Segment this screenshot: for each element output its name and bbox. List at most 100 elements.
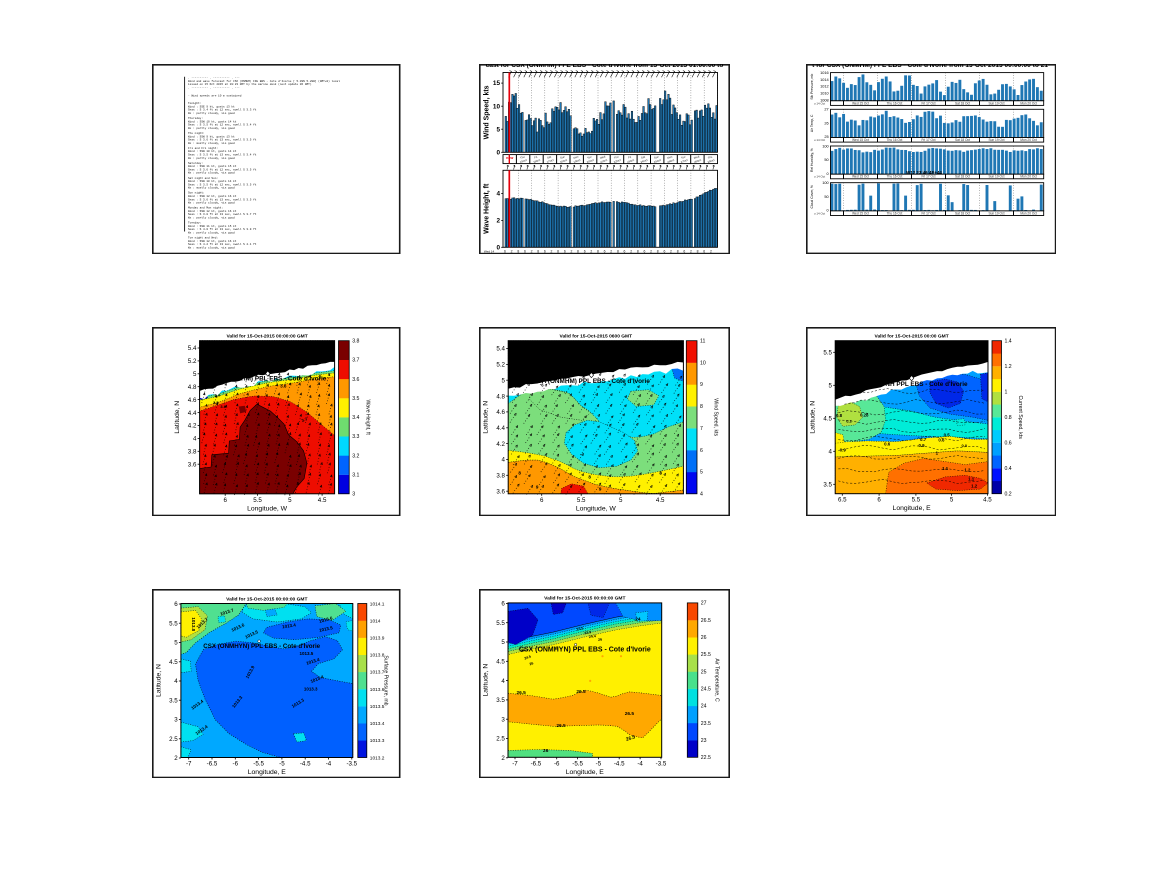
svg-text:Thursday:: Thursday: — [188, 116, 203, 120]
svg-text:Saturday:: Saturday: — [188, 161, 203, 165]
svg-text:Thu night:: Thu night: — [188, 131, 205, 135]
svg-text:3.5: 3.5 — [352, 396, 359, 402]
svg-text:6: 6 — [501, 601, 505, 608]
svg-text:8: 8 — [616, 250, 618, 254]
svg-text:Sat 18 Oct: Sat 18 Oct — [955, 175, 970, 179]
svg-text:Seas : S 3.8 ft at 13 sec,: Seas : S 3.8 ft at 13 sec, swell S 3.7 f… — [188, 212, 257, 216]
svg-text:Wind : SSW 9 kt, gusts 13: Wind : SSW 9 kt, gusts 13 kt — [188, 134, 235, 138]
svg-text:Tue night and Wed:: Tue night and Wed: — [188, 235, 218, 239]
svg-text:Fri: Fri — [627, 155, 632, 160]
svg-text:-6: -6 — [553, 760, 559, 767]
svg-text:Wind : SSW 12 kt, gusts 16: Wind : SSW 12 kt, gusts 16 kt — [188, 194, 237, 198]
svg-text:Latitude, N: Latitude, N — [155, 664, 162, 697]
svg-text:Wx : mostly cloudy, vis g: Wx : mostly cloudy, vis good — [188, 245, 235, 249]
svg-text:Seas : S 3.6 ft at 12 sec,: Seas : S 3.6 ft at 12 sec, swell S 3.5 f… — [188, 167, 257, 171]
svg-text:1010: 1010 — [820, 91, 829, 96]
svg-text:6: 6 — [174, 601, 178, 608]
svg-text:4: 4 — [829, 448, 833, 455]
svg-text:Wx : partly cloudy, vis g: Wx : partly cloudy, vis good — [188, 156, 235, 160]
svg-text:Seas : S 3.6 ft at 13 sec,: Seas : S 3.6 ft at 13 sec, swell S 3.5 f… — [188, 197, 257, 201]
svg-text:issued on 15 Oct 2015 at 01:23: issued on 15 Oct 2015 at 01:23 GMT by th… — [188, 82, 312, 86]
svg-text:4.2: 4.2 — [496, 441, 505, 448]
svg-text:3.8: 3.8 — [188, 448, 197, 455]
svg-text:4.4: 4.4 — [188, 410, 197, 417]
svg-text:8: 8 — [577, 250, 579, 254]
svg-text:26.5: 26.5 — [556, 723, 566, 729]
svg-text:5.5: 5.5 — [169, 620, 178, 627]
svg-text:5: 5 — [618, 497, 622, 504]
svg-text:-4: -4 — [326, 760, 332, 767]
svg-text:8: 8 — [659, 471, 662, 476]
svg-text:1013.7: 1013.7 — [220, 607, 235, 616]
svg-text:6: 6 — [643, 250, 645, 254]
svg-text:4.5: 4.5 — [169, 659, 178, 666]
svg-text:4.5: 4.5 — [655, 497, 664, 504]
svg-text:0: 0 — [827, 208, 829, 213]
svg-text:(ONHYNH PPL EBS - Cote d'Ivori: (ONHYNH PPL EBS - Cote d'Ivorie — [865, 381, 968, 388]
svg-text:25Oct: 25Oct — [653, 158, 661, 164]
svg-text:5: 5 — [193, 371, 197, 378]
svg-text:Latitude, N: Latitude, N — [482, 401, 489, 434]
svg-text:Wind : SSW 11 kt, gusts 15: Wind : SSW 11 kt, gusts 15 kt — [188, 224, 237, 228]
svg-text:Wed 15 Oct: Wed 15 Oct — [852, 211, 869, 215]
svg-text:8: 8 — [537, 250, 539, 254]
svg-text:Air Temperature, C: Air Temperature, C — [713, 658, 719, 702]
svg-text:0.28: 0.28 — [860, 412, 869, 417]
svg-text:Wind Speed, kts: Wind Speed, kts — [712, 398, 718, 436]
svg-text:8: 8 — [517, 250, 519, 254]
svg-text:28Oct: 28Oct — [693, 158, 701, 164]
svg-text:Rel Humidity, %: Rel Humidity, % — [810, 148, 814, 172]
svg-text:Seas : S 3.5 ft at 12 sec,: Seas : S 3.5 ft at 12 sec, swell S 3.5 f… — [188, 182, 257, 186]
svg-text:2: 2 — [174, 755, 178, 762]
svg-text:5: 5 — [501, 639, 505, 646]
svg-text:5: 5 — [699, 470, 702, 476]
svg-text:16Oct: 16Oct — [532, 158, 540, 164]
svg-text:Thu 16 Oct: Thu 16 Oct — [887, 101, 903, 105]
svg-text:3.6: 3.6 — [188, 461, 197, 468]
svg-text:5: 5 — [496, 126, 500, 133]
svg-text:3: 3 — [174, 717, 178, 724]
svg-text:25: 25 — [700, 669, 706, 675]
svg-text:24.5: 24.5 — [700, 686, 710, 692]
svg-text:Fri and Fri night:: Fri and Fri night: — [188, 146, 218, 150]
svg-text:Sun 19 Oct: Sun 19 Oct — [989, 175, 1005, 179]
svg-text:26: 26 — [528, 661, 533, 666]
svg-text:Mon 20 Oct: Mon 20 Oct — [1020, 138, 1037, 142]
svg-text:8: 8 — [636, 250, 638, 254]
svg-text:0.5: 0.5 — [944, 432, 951, 437]
svg-text:1013.3: 1013.3 — [304, 686, 318, 691]
svg-text:20Oct: 20Oct — [586, 158, 594, 164]
svg-text:4.4: 4.4 — [496, 425, 505, 432]
svg-text:Tuesday:: Tuesday: — [188, 221, 201, 225]
svg-text:1013.3: 1013.3 — [291, 697, 306, 709]
svg-text:Longitude, W: Longitude, W — [247, 505, 288, 512]
svg-text:1014: 1014 — [370, 618, 381, 624]
svg-text:26.5: 26.5 — [700, 618, 710, 624]
svg-text:Valid for 15-Oct-2015 0600 GMT: Valid for 15-Oct-2015 0600 GMT — [559, 333, 632, 339]
svg-text:6: 6 — [663, 250, 665, 254]
svg-text:Seas : S 4.2 ft at 13 sec,: Seas : S 4.2 ft at 13 sec, swell S 4.1 f… — [188, 242, 257, 246]
svg-text:4: 4 — [193, 436, 197, 443]
svg-text:0: 0 — [496, 244, 500, 251]
svg-text:Wave Height, ft: Wave Height, ft — [483, 183, 490, 234]
svg-text:1.2: 1.2 — [964, 467, 971, 472]
svg-text:8: 8 — [699, 404, 702, 410]
svg-text:Seas : S 3.4 ft at 12 sec,: Seas : S 3.4 ft at 12 sec, swell S 3.3 f… — [188, 108, 257, 112]
svg-text:Wx : mostly cloudy, vis g: Wx : mostly cloudy, vis good — [188, 141, 235, 145]
svg-text:1.2: 1.2 — [971, 484, 978, 489]
svg-text:1013.5: 1013.5 — [244, 629, 259, 640]
svg-text:Seas : S 4.0 ft at 13 sec,: Seas : S 4.0 ft at 13 sec, swell S 3.9 f… — [188, 227, 257, 231]
svg-text:27Oct: 27Oct — [680, 158, 688, 164]
svg-text:-4: -4 — [637, 760, 643, 767]
svg-text:2: 2 — [650, 250, 652, 254]
svg-text:-5: -5 — [279, 760, 285, 767]
svg-text:1013.5: 1013.5 — [300, 651, 314, 656]
svg-text:19Oct: 19Oct — [572, 158, 580, 164]
svg-text:Sun 19 Oct: Sun 19 Oct — [989, 211, 1005, 215]
svg-text:9: 9 — [699, 382, 702, 388]
svg-text:4.5: 4.5 — [496, 658, 505, 665]
svg-text:26.5: 26.5 — [516, 690, 526, 696]
svg-text:1013.5: 1013.5 — [319, 625, 334, 633]
svg-text:Wx : partly cloudy, vis g: Wx : partly cloudy, vis good — [188, 230, 235, 234]
svg-text:3: 3 — [352, 492, 355, 498]
